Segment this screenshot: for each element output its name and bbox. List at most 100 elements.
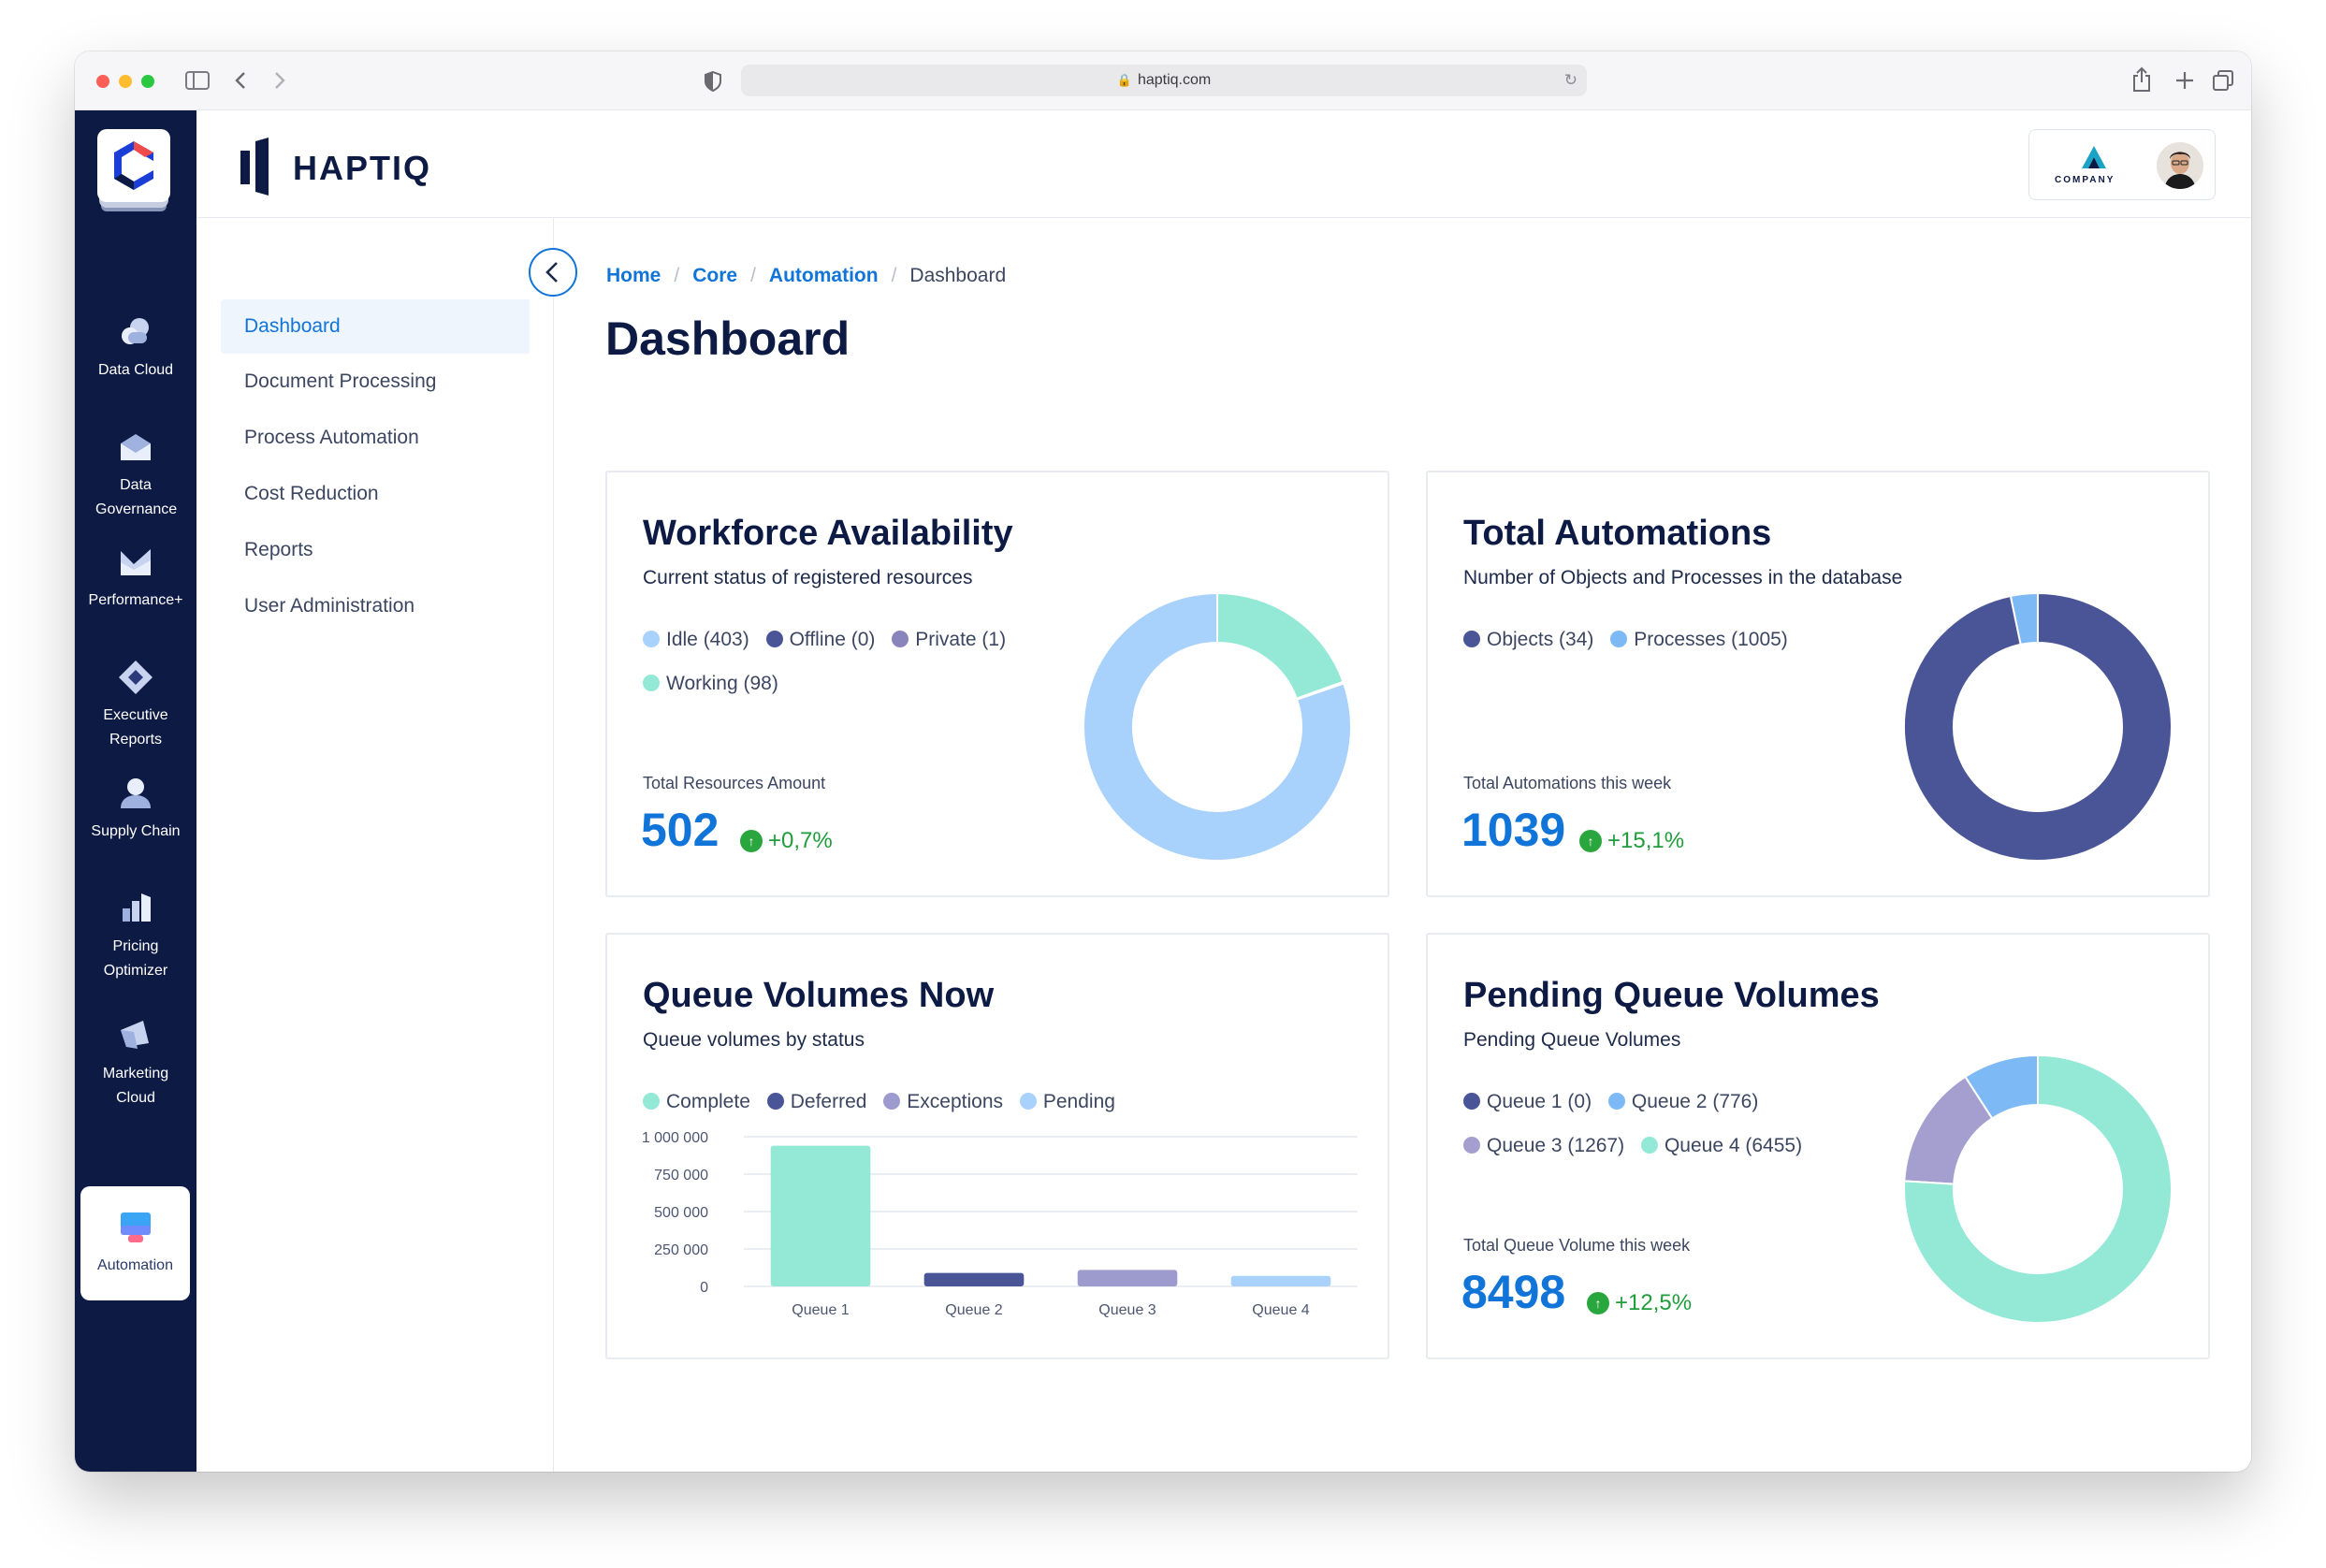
address-bar[interactable]: 🔒 haptiq.com ↻	[741, 65, 1587, 96]
subnav-item-reports[interactable]: Reports	[244, 539, 313, 560]
donut-slice-idle[interactable]	[1083, 592, 1352, 862]
subnav-item-user-administration[interactable]: User Administration	[244, 595, 415, 617]
card-subtitle: Pending Queue Volumes	[1463, 1029, 1681, 1051]
workforce-donut-chart[interactable]	[1083, 592, 1352, 862]
legend-item-queue-2[interactable]: Queue 2 (776)	[1607, 1080, 1759, 1124]
chevron-left-icon	[545, 262, 558, 283]
legend-dot	[643, 631, 660, 647]
donut-slice-working[interactable]	[1216, 592, 1345, 700]
rail-item-performance[interactable]: Performance+	[75, 542, 196, 613]
share-icon[interactable]	[2131, 66, 2152, 93]
subnav-item-process-automation[interactable]: Process Automation	[244, 427, 419, 448]
trend-badge: ↑ +15,1%	[1579, 828, 1684, 854]
shield-icon[interactable]	[704, 70, 722, 93]
trend-value: +12,5%	[1615, 1290, 1693, 1315]
breadcrumb: Home / Core / Automation / Dashboard	[606, 265, 1006, 287]
bar-queue-3[interactable]	[1077, 1270, 1178, 1286]
tab-overview-icon[interactable]	[2212, 69, 2234, 92]
rail-item-supply-chain[interactable]: Supply Chain	[75, 773, 196, 844]
legend-item-offline[interactable]: Offline (0)	[765, 617, 875, 661]
collapse-nav-button[interactable]	[529, 248, 577, 297]
legend-item-idle[interactable]: Idle (403)	[643, 617, 749, 661]
legend-item-queue-4[interactable]: Queue 4 (6455)	[1640, 1124, 1802, 1168]
rail-item-label: Performance+	[88, 592, 183, 608]
rail-item-label: Data Governance	[95, 477, 178, 517]
legend-item-working[interactable]: Working (98)	[643, 661, 778, 705]
url-text: haptiq.com	[1137, 72, 1212, 88]
rail-item-pricing-optimizer[interactable]: Pricing Optimizer	[75, 888, 196, 983]
y-tick-label: 0	[700, 1280, 708, 1296]
rail-item-executive-reports[interactable]: Executive Reports	[75, 657, 196, 752]
trend-value: +0,7%	[768, 828, 833, 853]
app-header: HAPTIQ COMPANY	[196, 110, 2251, 218]
total-value: 1039	[1461, 804, 1566, 856]
total-value: 502	[641, 804, 720, 856]
chart-legend: Objects (34) Processes (1005)	[1463, 617, 1884, 661]
company-logo-icon	[2082, 146, 2106, 168]
legend-item-exceptions[interactable]: Exceptions	[883, 1080, 1003, 1124]
back-arrow-icon[interactable]	[234, 70, 247, 91]
arrow-up-icon: ↑	[740, 830, 763, 852]
rail-item-label: Supply Chain	[91, 823, 181, 839]
legend-dot	[1019, 1093, 1037, 1110]
legend-item-complete[interactable]: Complete	[643, 1080, 750, 1124]
automations-donut-chart[interactable]	[1903, 592, 2173, 862]
reload-icon[interactable]: ↻	[1563, 71, 1577, 89]
total-label: Total Automations this week	[1463, 774, 1672, 792]
bar-queue-4[interactable]	[1230, 1275, 1331, 1286]
subnav-item-cost-reduction[interactable]: Cost Reduction	[244, 483, 379, 504]
donut-slice-queue-4[interactable]	[1903, 1054, 2173, 1324]
rail-item-automation[interactable]: Automation	[80, 1186, 190, 1300]
rail-item-label: Data Cloud	[97, 362, 174, 378]
breadcrumb-automation[interactable]: Automation	[768, 265, 879, 286]
legend-item-queue-1[interactable]: Queue 1 (0)	[1463, 1080, 1592, 1124]
account-switcher[interactable]: COMPANY	[2028, 129, 2216, 200]
chart-legend: Idle (403) Offline (0) Private (1) Worki…	[643, 617, 1064, 705]
rail-item-label: Executive Reports	[103, 707, 168, 748]
legend-item-processes[interactable]: Processes (1005)	[1610, 617, 1788, 661]
minimize-window-button[interactable]	[119, 75, 132, 88]
forward-arrow-icon[interactable]	[273, 70, 286, 91]
close-window-button[interactable]	[96, 75, 109, 88]
brand-logo[interactable]: HAPTIQ	[239, 136, 429, 197]
pending-queue-donut-chart[interactable]	[1903, 1054, 2173, 1324]
card-title: Pending Queue Volumes	[1463, 976, 1880, 1015]
x-tick-label: Queue 4	[1252, 1302, 1309, 1318]
rail-item-marketing-cloud[interactable]: Marketing Cloud	[75, 1015, 196, 1111]
x-tick-label: Queue 2	[945, 1302, 1002, 1318]
legend-item-queue-3[interactable]: Queue 3 (1267)	[1463, 1124, 1624, 1168]
company-name: COMPANY	[2055, 175, 2115, 185]
sidebar-toggle-icon[interactable]	[185, 70, 210, 91]
lock-icon: 🔒	[1116, 73, 1132, 87]
trend-badge: ↑ +0,7%	[740, 828, 833, 854]
building-icon	[123, 893, 151, 922]
breadcrumb-separator: /	[750, 265, 756, 286]
legend-item-pending[interactable]: Pending	[1019, 1080, 1115, 1124]
card-subtitle: Queue volumes by status	[643, 1029, 865, 1051]
legend-label: Queue 2 (776)	[1631, 1091, 1759, 1112]
legend-label: Private (1)	[915, 629, 1007, 650]
breadcrumb-core[interactable]: Core	[692, 265, 738, 286]
legend-dot	[643, 675, 660, 691]
platform-logo[interactable]	[97, 129, 170, 202]
platform-logo-icon	[114, 141, 153, 190]
legend-item-deferred[interactable]: Deferred	[766, 1080, 866, 1124]
subnav-item-dashboard[interactable]: Dashboard	[221, 299, 530, 354]
subnav-item-document-processing[interactable]: Document Processing	[244, 370, 437, 392]
breadcrumb-home[interactable]: Home	[606, 265, 661, 286]
rail-item-data-cloud[interactable]: Data Cloud	[75, 312, 196, 383]
breadcrumb-separator: /	[891, 265, 897, 286]
queue-bar-chart[interactable]: 0 250 000 500 000 750 000 1 000 000 Queue 1 Qu…	[635, 1122, 1374, 1346]
legend-item-objects[interactable]: Objects (34)	[1463, 617, 1593, 661]
bar-queue-1[interactable]	[770, 1145, 871, 1286]
new-tab-icon[interactable]	[2174, 70, 2195, 91]
donut-slice-processes[interactable]	[1903, 592, 2173, 862]
y-tick-label: 750 000	[654, 1168, 708, 1183]
avatar[interactable]	[2157, 142, 2203, 189]
card-title: Workforce Availability	[643, 514, 1013, 553]
maximize-window-button[interactable]	[141, 75, 154, 88]
rail-item-data-governance[interactable]: Data Governance	[75, 427, 196, 522]
bar-queue-2[interactable]	[923, 1272, 1025, 1286]
legend-item-private[interactable]: Private (1)	[892, 617, 1006, 661]
browser-toolbar: 🔒 haptiq.com ↻	[75, 51, 2251, 110]
